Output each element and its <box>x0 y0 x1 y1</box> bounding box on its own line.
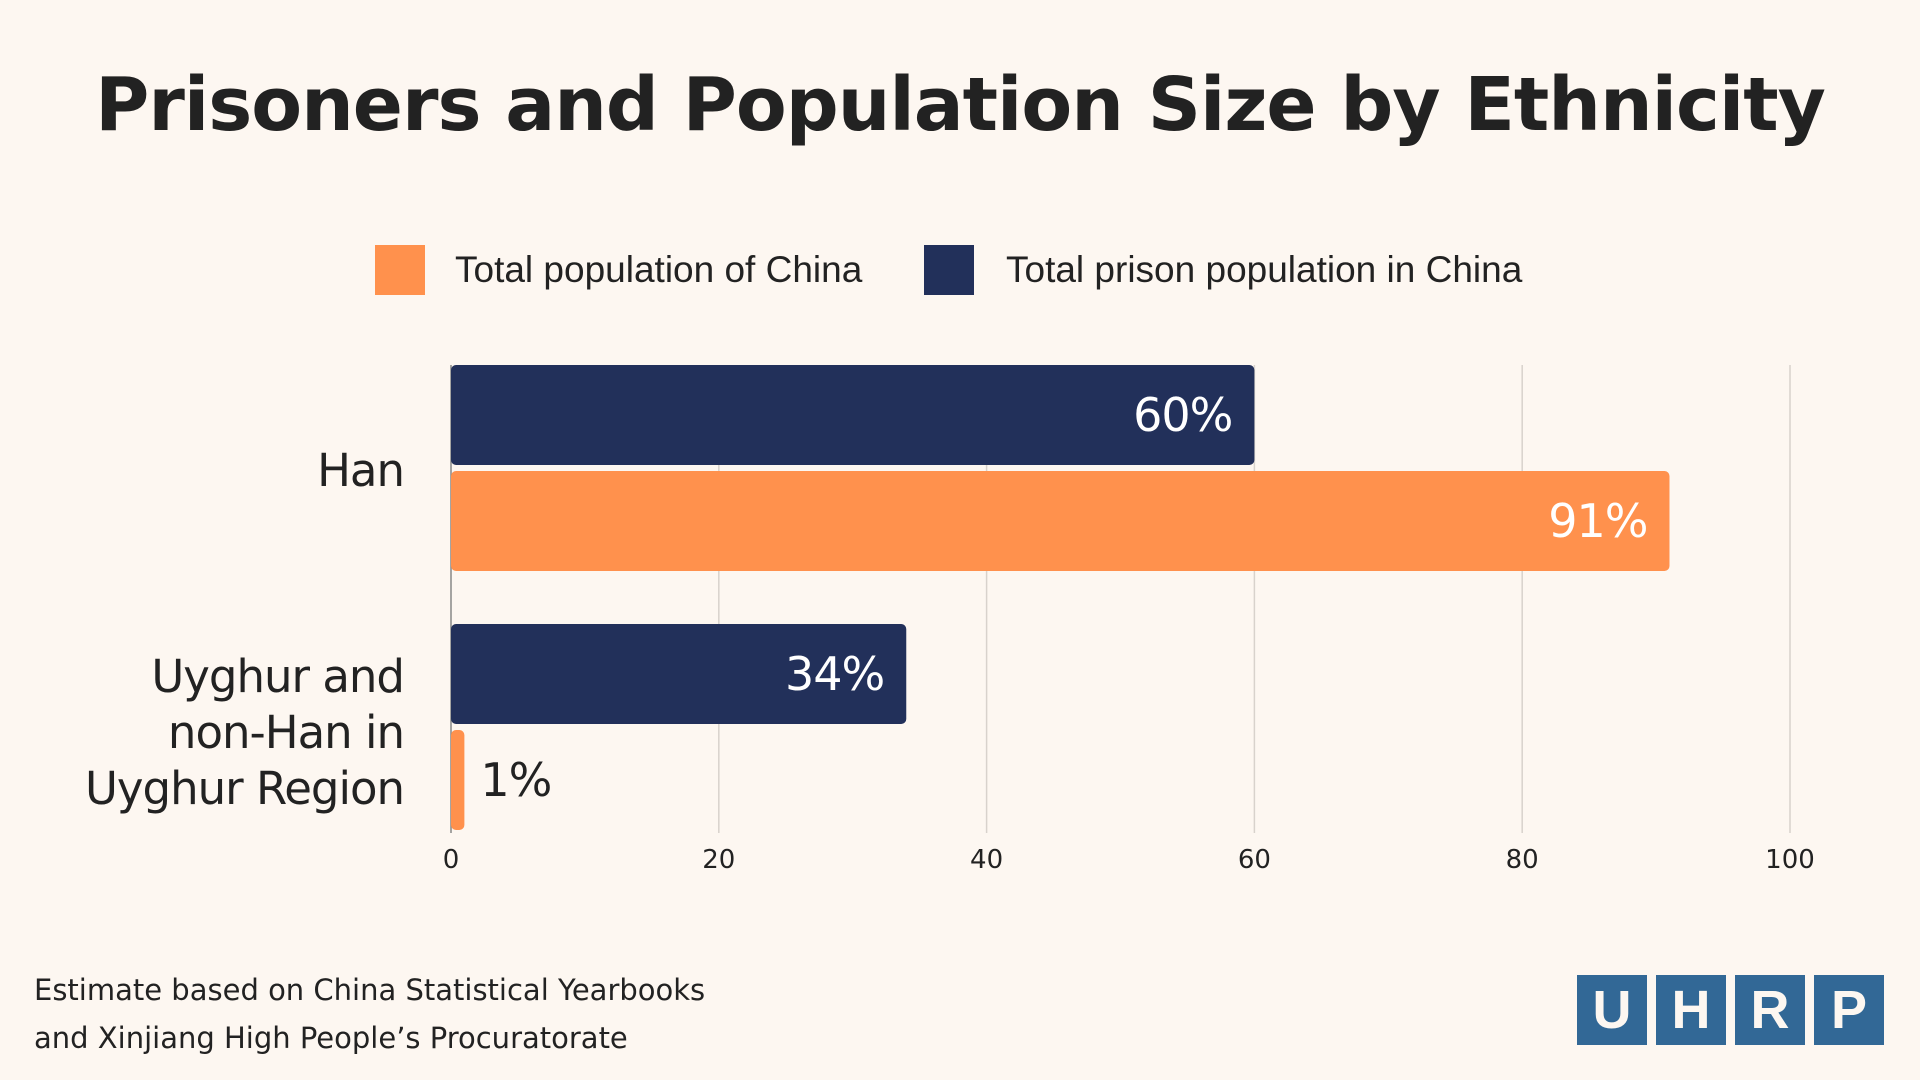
source-line: and Xinjiang High People’s Procuratorate <box>34 1021 628 1055</box>
category-line: Uyghur and <box>151 650 405 703</box>
logo-letter: U <box>1577 975 1647 1045</box>
chart-title: Prisoners and Population Size by Ethnici… <box>95 62 1826 148</box>
bar-prison <box>451 624 907 724</box>
category-line: Uyghur Region <box>84 762 405 815</box>
legend-swatch-prison <box>924 245 974 295</box>
x-tick-label: 20 <box>702 845 735 875</box>
category-label-uyghur: Uyghur and non-Han in Uyghur Region <box>84 649 405 817</box>
category-label-han: Han <box>317 443 405 499</box>
category-line: Han <box>317 444 405 497</box>
x-tick-label: 0 <box>443 845 460 875</box>
legend-label-population: Total population of China <box>455 249 863 290</box>
legend-swatch-population <box>375 245 425 295</box>
bar-prison <box>451 365 1255 465</box>
logo-letter: R <box>1735 975 1805 1045</box>
source-note: Estimate based on China Statistical Year… <box>34 966 705 1062</box>
data-label: 1% <box>480 753 551 807</box>
data-label: 91% <box>1548 494 1647 548</box>
x-tick-label: 40 <box>970 845 1003 875</box>
data-label: 60% <box>1133 388 1232 442</box>
x-tick-label: 80 <box>1506 845 1539 875</box>
logo-letter: H <box>1656 975 1726 1045</box>
bar-population <box>451 471 1670 571</box>
data-label: 34% <box>785 647 884 701</box>
bar-population <box>451 730 465 830</box>
uhrp-logo: U H R P <box>1577 975 1884 1045</box>
logo-letter: P <box>1814 975 1884 1045</box>
legend-label-prison: Total prison population in China <box>1006 249 1523 290</box>
x-tick-label: 100 <box>1765 845 1815 875</box>
source-line: Estimate based on China Statistical Year… <box>34 973 706 1007</box>
x-tick-label: 60 <box>1238 845 1271 875</box>
category-line: non-Han in <box>167 706 405 759</box>
